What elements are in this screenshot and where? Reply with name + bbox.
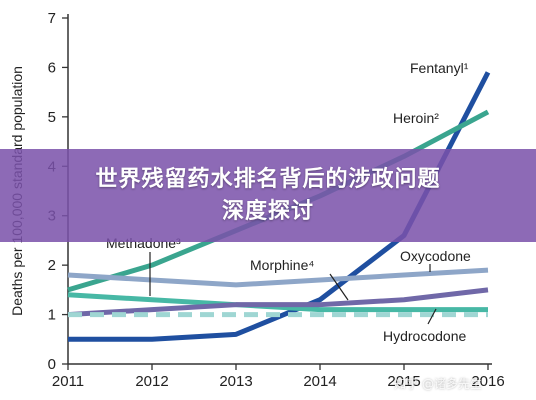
series-line-morphine (67, 287, 489, 318)
x-tick-label: 2015 (387, 373, 420, 390)
x-tick-label: 2014 (303, 373, 336, 390)
y-tick-label: 1 (48, 307, 56, 324)
x-tick-label: 2011 (52, 373, 84, 390)
x-tick-label: 2012 (135, 373, 168, 390)
series-label: Oxycodone (400, 248, 471, 264)
series-label-leader (427, 308, 437, 325)
series-label: Morphine⁴ (250, 257, 314, 273)
series-label: Hydrocodone (383, 328, 466, 344)
y-tick-label: 5 (48, 109, 56, 126)
x-tick-label: 2013 (219, 373, 252, 390)
banner-title-line-1: 世界残留药水排名背后的涉政问题 (95, 166, 441, 192)
y-tick-label: 2 (48, 257, 56, 274)
series-label: Heroin² (393, 110, 439, 126)
banner-title-line-2: 深度探讨 (221, 198, 314, 224)
watermark: 知乎 @诸多先生 (394, 377, 482, 391)
y-tick-label: 0 (48, 356, 56, 373)
series-label-leader (329, 273, 349, 301)
y-tick-label: 7 (48, 10, 56, 27)
series-label: Fentanyl¹ (410, 60, 469, 76)
x-tick-label: 2016 (471, 373, 504, 390)
series-labels: Fentanyl¹Heroin²OxycodoneMethadone³Morph… (106, 60, 471, 344)
y-tick-label: 6 (48, 59, 56, 76)
series-line-oxycodone (67, 267, 489, 288)
title-banner: 世界残留药水排名背后的涉政问题 深度探讨 (0, 149, 536, 242)
